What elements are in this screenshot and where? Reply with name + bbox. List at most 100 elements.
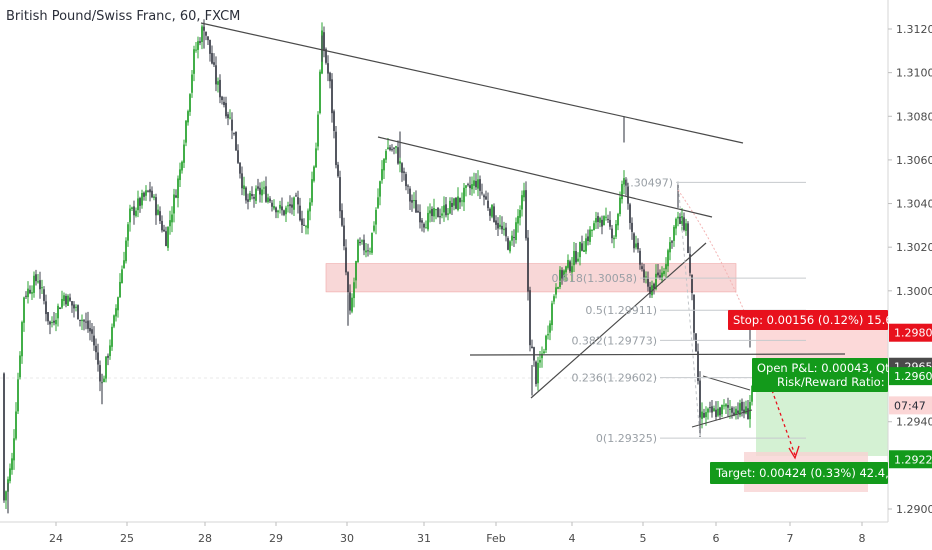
candle-body: [63, 295, 65, 301]
candle-body: [565, 266, 567, 273]
candle-body: [549, 323, 551, 333]
candle-body: [737, 410, 739, 414]
candle-body: [713, 408, 715, 412]
x-tick-label: 25: [120, 532, 134, 545]
candle-body: [139, 198, 141, 206]
candle-body: [309, 202, 311, 212]
candle-body: [529, 290, 531, 346]
candle-body: [243, 185, 245, 190]
candle-body: [71, 301, 73, 306]
candle-body: [417, 210, 419, 213]
candle-body: [367, 250, 369, 252]
candle-body: [201, 26, 203, 43]
candle-body: [347, 272, 349, 293]
candle-body: [23, 297, 25, 323]
candle-body: [217, 81, 219, 85]
candle-body: [495, 220, 497, 225]
candle-body: [369, 251, 371, 253]
candle-body: [239, 162, 241, 174]
candle-body: [509, 241, 511, 252]
candle-body: [57, 305, 59, 319]
candle-body: [571, 266, 573, 273]
candle-body: [349, 292, 351, 311]
candle-body: [171, 214, 173, 223]
price-tag: [889, 396, 932, 415]
price-tag: [889, 323, 932, 342]
candle-body: [185, 120, 187, 143]
candle-body: [719, 407, 721, 416]
candle-body: [297, 197, 299, 205]
x-tick-label: 28: [198, 532, 212, 545]
candle-body: [609, 219, 611, 227]
candle-body: [573, 250, 575, 266]
candle-body: [731, 407, 733, 413]
candle-body: [167, 226, 169, 248]
candle-body: [611, 228, 613, 239]
candle-body: [699, 380, 701, 418]
candle-body: [303, 224, 305, 226]
candle-body: [325, 49, 327, 63]
candle-body: [141, 193, 143, 206]
candle-body: [341, 210, 343, 226]
candle-body: [511, 235, 513, 241]
candle-body: [193, 49, 195, 74]
candle-body: [365, 250, 367, 253]
candle-body: [319, 71, 321, 113]
candle-body: [493, 206, 495, 222]
candle-body: [539, 360, 541, 363]
candle-body: [33, 275, 35, 293]
candle-body: [181, 161, 183, 171]
candle-body: [727, 405, 729, 408]
candle-body: [179, 169, 181, 181]
candle-body: [635, 243, 637, 248]
candle-body: [589, 229, 591, 242]
pnl-box: [752, 358, 888, 392]
x-tick-label: 8: [859, 532, 866, 545]
trendline-upper: [200, 22, 744, 144]
candle-body: [437, 208, 439, 218]
candle-body: [313, 166, 315, 181]
candle-body: [207, 36, 209, 41]
candle-body: [591, 229, 593, 231]
candle-body: [705, 412, 707, 418]
stop-box: [728, 310, 888, 330]
candle-body: [251, 194, 253, 196]
candle-body: [617, 213, 619, 226]
candle-body: [235, 131, 237, 151]
y-tick-label: 1.29000: [896, 503, 932, 516]
candle-body: [559, 269, 561, 288]
candle-body: [581, 243, 583, 251]
candle-body: [515, 222, 517, 241]
price-tag-label: 1.29808: [894, 327, 932, 340]
candle-body: [483, 195, 485, 198]
candle-body: [373, 225, 375, 231]
candle-body: [649, 286, 651, 295]
candle-body: [159, 211, 161, 222]
candle-body: [301, 218, 303, 226]
x-tick-label: 31: [417, 532, 431, 545]
target-arrow-head: [788, 445, 800, 460]
candle-body: [265, 186, 267, 202]
candle-body: [293, 197, 295, 210]
candle-body: [675, 218, 677, 229]
candle-body: [691, 274, 693, 294]
candle-body: [557, 287, 559, 289]
candle-body: [641, 266, 643, 270]
candle-body: [419, 211, 421, 223]
candle-body: [229, 117, 231, 119]
candle-body: [209, 39, 211, 54]
y-tick-label: 1.30200: [896, 241, 932, 254]
candle-body: [143, 192, 145, 197]
candle-body: [619, 197, 621, 214]
candle-body: [695, 333, 697, 352]
candle-body: [89, 327, 91, 332]
candle-body: [137, 198, 139, 211]
candle-body: [211, 52, 213, 64]
candle-body: [253, 197, 255, 199]
candle-body: [747, 408, 749, 420]
stop-text: Stop: 0.00156 (0.12%) 15.6, A: [733, 313, 908, 327]
candle-body: [15, 411, 17, 439]
candle-body: [35, 274, 37, 282]
candle-body: [687, 223, 689, 254]
